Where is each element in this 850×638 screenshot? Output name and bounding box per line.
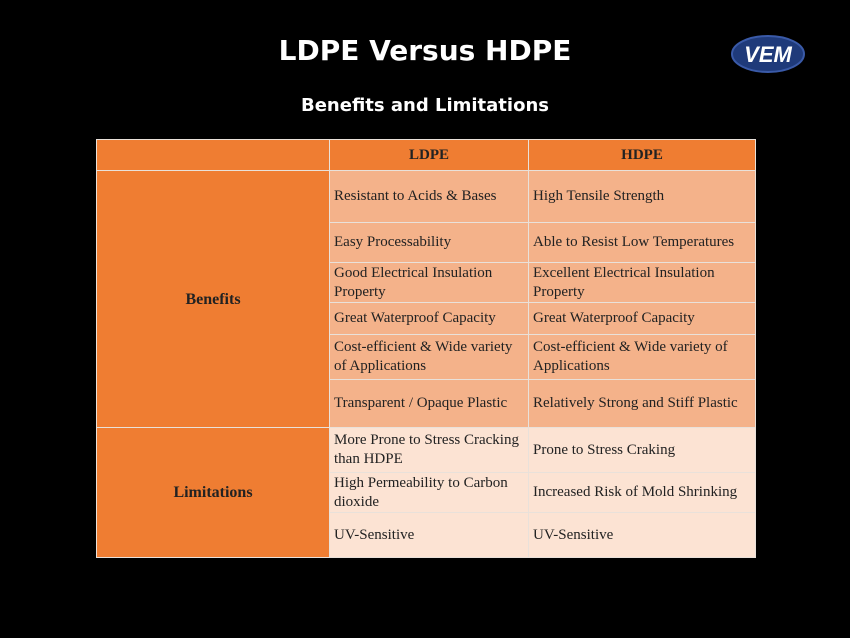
- header-ldpe: LDPE: [329, 139, 529, 171]
- table-cell: UV-Sensitive: [528, 512, 756, 558]
- table-cell: Excellent Electrical Insulation Property: [528, 262, 756, 303]
- table-row: Cost-efficient & Wide variety of Applica…: [97, 334, 756, 380]
- table-cell: Able to Resist Low Temperatures: [528, 222, 756, 263]
- table-cell: Relatively Strong and Stiff Plastic: [528, 379, 756, 428]
- table-cell: Transparent / Opaque Plastic: [329, 379, 529, 428]
- page-subtitle: Benefits and Limitations: [301, 95, 549, 116]
- page-title: LDPE Versus HDPE: [278, 34, 572, 67]
- table-row: Great Waterproof Capacity Great Waterpro…: [97, 302, 756, 335]
- table-cell: Resistant to Acids & Bases: [329, 170, 529, 223]
- table-cell: More Prone to Stress Cracking than HDPE: [329, 427, 529, 473]
- table-row: Limitations More Prone to Stress Crackin…: [96, 427, 756, 558]
- limitations-label: Limitations: [96, 427, 330, 558]
- table-row: Easy Processability Able to Resist Low T…: [97, 222, 756, 263]
- header-hdpe: HDPE: [528, 139, 756, 171]
- benefits-label: Benefits: [96, 170, 330, 428]
- table-cell: Prone to Stress Craking: [528, 427, 756, 473]
- table-cell: Good Electrical Insulation Property: [329, 262, 529, 303]
- table-cell: UV-Sensitive: [329, 512, 529, 558]
- table-row: UV-Sensitive UV-Sensitive: [97, 512, 756, 558]
- table-cell: Great Waterproof Capacity: [329, 302, 529, 335]
- table-cell: Easy Processability: [329, 222, 529, 263]
- table-cell: Great Waterproof Capacity: [528, 302, 756, 335]
- table-cell: High Permeability to Carbon dioxide: [329, 472, 529, 513]
- logo-text: VEM: [744, 42, 792, 67]
- table-row: Transparent / Opaque Plastic Relatively …: [97, 379, 756, 428]
- table-row: Good Electrical Insulation Property Exce…: [97, 262, 756, 303]
- table-cell: Cost-efficient & Wide variety of Applica…: [528, 334, 756, 380]
- table-cell: High Tensile Strength: [528, 170, 756, 223]
- table-cell: Cost-efficient & Wide variety of Applica…: [329, 334, 529, 380]
- table-row: Benefits Resistant to Acids & Bases High…: [96, 170, 756, 428]
- header-corner: [96, 139, 330, 171]
- table-header-row: LDPE HDPE: [96, 139, 756, 171]
- vem-logo: VEM: [731, 35, 805, 73]
- comparison-table: LDPE HDPE Benefits Resistant to Acids & …: [96, 139, 756, 558]
- table-cell: Increased Risk of Mold Shrinking: [528, 472, 756, 513]
- table-row: High Permeability to Carbon dioxide Incr…: [97, 472, 756, 513]
